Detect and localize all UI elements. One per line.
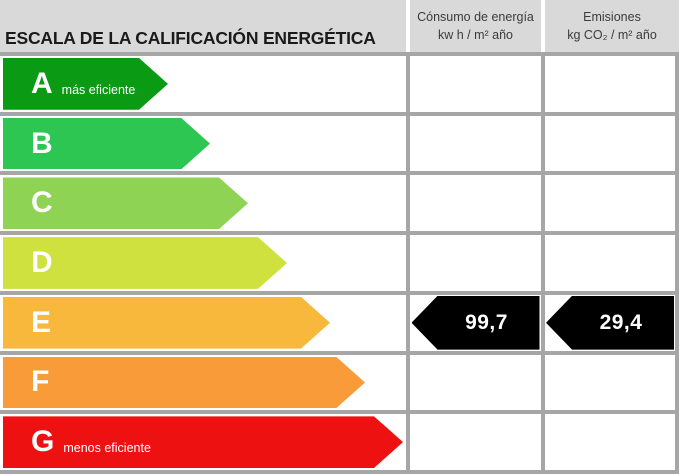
- rating-letter-b: B: [31, 126, 53, 160]
- rating-arrow-a: A más eficiente: [3, 58, 168, 110]
- rating-row-c: C: [0, 175, 679, 236]
- header: ESCALA DE LA CALIFICACIÓN ENERGÉTICA Cón…: [0, 0, 679, 52]
- emissions-cell-g: [541, 414, 679, 471]
- consumption-cell-f: [406, 354, 541, 411]
- header-divider: [406, 0, 410, 52]
- rating-table: A más eficiente B C: [0, 52, 679, 474]
- column-header-emissions: Emisiones kg CO₂ / m² año: [545, 0, 679, 52]
- rating-arrow-e: E: [3, 297, 330, 349]
- scale-cell-b: B: [0, 115, 406, 172]
- consumption-indicator-arrow: 99,7: [411, 295, 540, 350]
- rating-letter-e: E: [31, 305, 52, 339]
- rating-arrow-d: D: [3, 237, 287, 289]
- consumption-cell-g: [406, 414, 541, 471]
- consumption-cell-e: 99,7: [406, 294, 541, 351]
- rating-row-b: B: [0, 115, 679, 176]
- rating-row-f: F: [0, 354, 679, 415]
- rating-arrow-g: G menos eficiente: [3, 416, 403, 468]
- emissions-indicator-arrow: 29,4: [546, 295, 674, 350]
- emissions-cell-a: [541, 56, 679, 112]
- emissions-cell-b: [541, 115, 679, 172]
- scale-cell-c: C: [0, 175, 406, 232]
- rating-arrow-b: B: [3, 118, 210, 170]
- scale-cell-g: G menos eficiente: [0, 414, 406, 471]
- consumption-header-line2: kw h / m² año: [437, 28, 514, 42]
- rating-note-least-efficient: menos eficiente: [63, 441, 151, 456]
- emissions-cell-e: 29,4: [541, 294, 679, 351]
- consumption-cell-d: [406, 235, 541, 291]
- rating-row-a: A más eficiente: [0, 56, 679, 116]
- header-title-cell: ESCALA DE LA CALIFICACIÓN ENERGÉTICA: [0, 0, 406, 52]
- emissions-cell-f: [541, 354, 679, 411]
- rating-letter-c: C: [31, 186, 53, 220]
- rating-note-most-efficient: más eficiente: [61, 82, 136, 97]
- consumption-cell-c: [406, 175, 541, 232]
- consumption-cell-a: [406, 56, 541, 112]
- rating-row-g: G menos eficiente: [0, 414, 679, 474]
- rating-row-e: E 99,7 29,4: [0, 294, 679, 355]
- emissions-value: 29,4: [599, 310, 643, 334]
- rating-row-d: D: [0, 235, 679, 295]
- header-divider: [541, 0, 545, 52]
- rating-arrow-c: C: [3, 177, 248, 229]
- emissions-header-line2: kg CO₂ / m² año: [567, 28, 657, 42]
- rating-arrow-f: F: [3, 357, 365, 409]
- page-title: ESCALA DE LA CALIFICACIÓN ENERGÉTICA: [5, 28, 376, 48]
- consumption-header-line1: Cónsumo de energía: [417, 9, 534, 24]
- rating-letter-g: G: [31, 425, 55, 459]
- emissions-header-line1: Emisiones: [583, 9, 641, 24]
- scale-cell-e: E: [0, 294, 406, 351]
- scale-cell-d: D: [0, 235, 406, 291]
- column-header-consumption: Cónsumo de energía kw h / m² año: [410, 0, 541, 52]
- consumption-cell-b: [406, 115, 541, 172]
- rating-letter-a: A: [31, 66, 53, 100]
- rating-letter-f: F: [31, 365, 50, 399]
- scale-cell-a: A más eficiente: [0, 56, 406, 112]
- emissions-cell-d: [541, 235, 679, 291]
- scale-cell-f: F: [0, 354, 406, 411]
- rating-letter-d: D: [31, 246, 53, 280]
- emissions-cell-c: [541, 175, 679, 232]
- consumption-value: 99,7: [465, 310, 508, 334]
